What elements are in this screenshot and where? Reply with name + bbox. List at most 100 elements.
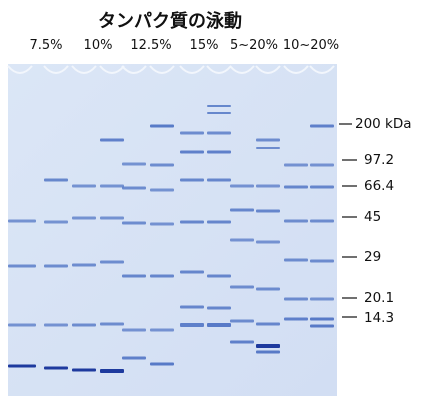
protein-band: [8, 364, 36, 368]
protein-band: [256, 287, 280, 291]
protein-band: [256, 184, 280, 188]
protein-band: [207, 323, 231, 327]
protein-band: [310, 317, 334, 321]
gel-well: [99, 65, 125, 74]
protein-band: [256, 147, 280, 149]
protein-band: [122, 162, 146, 166]
protein-band: [207, 220, 231, 224]
protein-band: [207, 150, 231, 154]
gel-label-7-5: 7.5%: [29, 38, 63, 53]
protein-band: [100, 216, 124, 220]
protein-band: [122, 274, 146, 278]
protein-band: [122, 186, 146, 190]
marker-ticks: [339, 123, 357, 318]
protein-band: [310, 324, 334, 328]
protein-band: [100, 260, 124, 264]
protein-band: [310, 259, 334, 263]
protein-band: [100, 369, 124, 373]
protein-band: [230, 340, 254, 344]
protein-band: [256, 138, 280, 142]
protein-band: [207, 131, 231, 135]
marker-label-66-4: 66.4: [364, 178, 395, 194]
protein-band: [180, 150, 204, 154]
protein-band: [230, 238, 254, 242]
protein-band: [8, 219, 36, 223]
gel-well: [43, 65, 69, 74]
protein-band: [72, 184, 96, 188]
gel-well: [71, 65, 97, 74]
gel-label-5-20: 5~20%: [229, 38, 279, 53]
protein-band: [150, 362, 174, 366]
protein-band: [256, 350, 280, 354]
protein-band: [310, 297, 334, 301]
protein-band: [180, 323, 204, 327]
gel-label-10: 10%: [83, 38, 113, 53]
protein-band: [8, 323, 36, 327]
gel-well: [121, 65, 147, 74]
protein-band: [207, 112, 231, 114]
protein-band: [256, 322, 280, 326]
protein-band: [284, 163, 308, 167]
protein-band: [150, 222, 174, 226]
marker-label-20-1: 20.1: [364, 290, 395, 306]
gel-well: [229, 65, 255, 74]
protein-band: [284, 258, 308, 262]
gel-well: [179, 65, 205, 74]
protein-band: [44, 220, 68, 224]
marker-label-29: 29: [364, 249, 382, 265]
protein-band: [207, 306, 231, 310]
protein-band: [180, 178, 204, 182]
protein-band: [44, 178, 68, 182]
protein-band: [207, 105, 231, 107]
protein-band: [284, 219, 308, 223]
protein-band: [100, 322, 124, 326]
protein-band: [284, 297, 308, 301]
protein-band: [207, 274, 231, 278]
protein-band: [284, 317, 308, 321]
gel-well: [283, 65, 309, 74]
protein-band: [180, 131, 204, 135]
protein-band: [256, 209, 280, 213]
protein-band: [207, 178, 231, 182]
protein-band: [44, 366, 68, 370]
gel-bands: [8, 105, 334, 373]
marker-label-45: 45: [364, 209, 382, 225]
protein-band: [150, 124, 174, 128]
protein-band: [44, 264, 68, 268]
protein-band: [310, 163, 334, 167]
gel-well: [255, 65, 281, 74]
protein-band: [100, 138, 124, 142]
protein-band: [284, 185, 308, 189]
protein-band: [150, 188, 174, 192]
protein-band: [310, 124, 334, 128]
gel-label-15: 15%: [189, 38, 219, 53]
protein-band: [230, 285, 254, 289]
gel-well: [149, 65, 175, 74]
gel-wells: [7, 65, 335, 74]
gel-label-12-5: 12.5%: [130, 38, 172, 53]
marker-label-200: 200 kDa: [355, 116, 412, 132]
protein-band: [180, 305, 204, 309]
protein-band: [150, 274, 174, 278]
protein-band: [72, 263, 96, 267]
protein-band: [180, 220, 204, 224]
protein-band: [256, 240, 280, 244]
gel-well: [206, 65, 232, 74]
protein-band: [72, 368, 96, 372]
protein-band: [122, 221, 146, 225]
protein-band: [100, 184, 124, 188]
marker-label-97-2: 97.2: [364, 152, 395, 168]
protein-band: [72, 323, 96, 327]
protein-band: [8, 264, 36, 268]
protein-band: [122, 328, 146, 332]
protein-band: [180, 270, 204, 274]
figure-title: タンパク質の泳動: [98, 11, 242, 32]
gel-label-10-20: 10~20%: [282, 38, 340, 53]
protein-band: [310, 219, 334, 223]
protein-band: [256, 344, 280, 348]
protein-band: [44, 323, 68, 327]
gel-background: [8, 64, 337, 396]
protein-band: [230, 184, 254, 188]
protein-band: [72, 216, 96, 220]
